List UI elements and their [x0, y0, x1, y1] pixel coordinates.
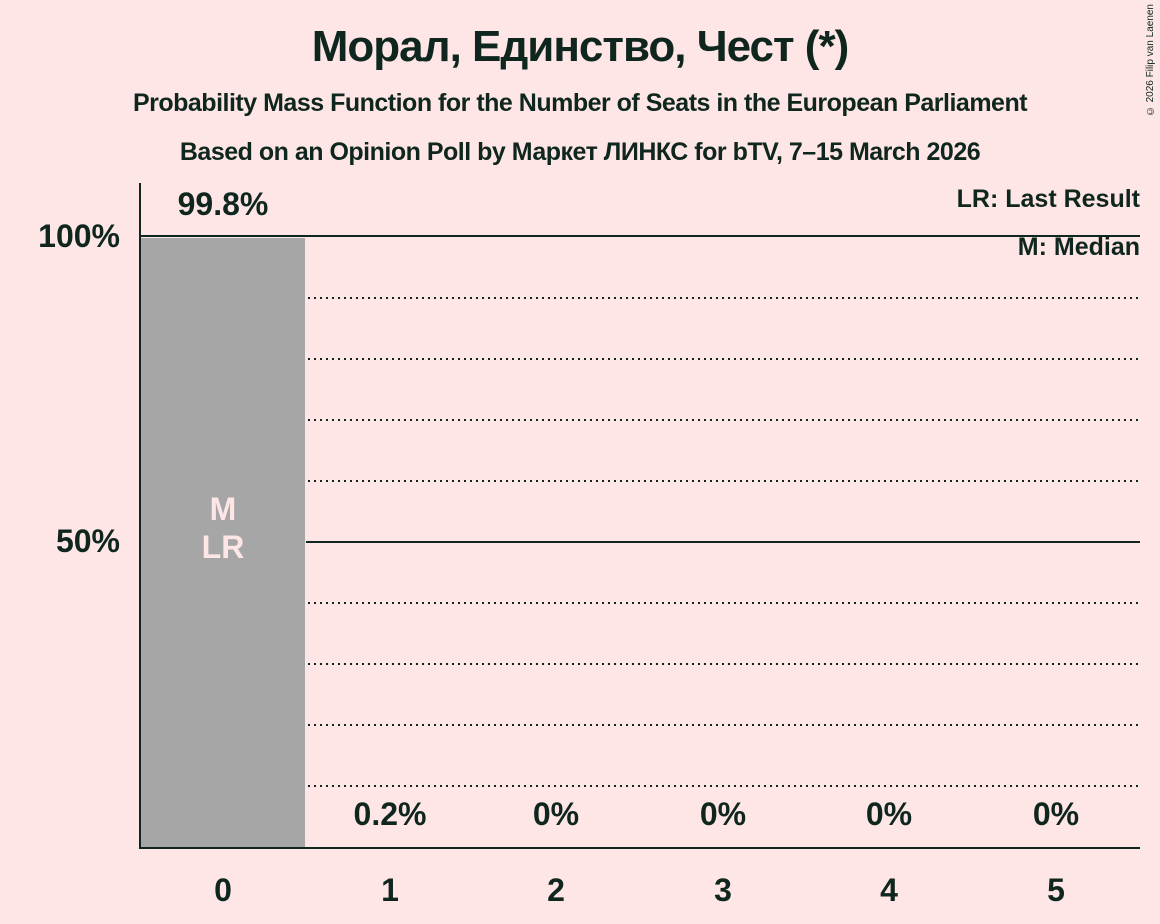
- solid-gridlines: [140, 235, 1140, 543]
- y-tick-100: 100%: [38, 218, 120, 254]
- bar-label-1: 0.2%: [353, 796, 427, 832]
- median-marker: M: [209, 491, 237, 527]
- x-tick-5: 5: [1047, 872, 1065, 908]
- x-tick-3: 3: [714, 872, 732, 908]
- bar-label-5: 0%: [1032, 796, 1080, 832]
- bar-label-0: 99.8%: [177, 186, 269, 222]
- last-result-marker: LR: [201, 529, 245, 565]
- x-tick-4: 4: [880, 872, 898, 908]
- x-tick-0: 0: [214, 872, 232, 908]
- bar-label-4: 0%: [865, 796, 913, 832]
- legend-last-result: LR: Last Result: [956, 185, 1140, 213]
- bar-label-3: 0%: [699, 796, 747, 832]
- y-tick-50: 50%: [55, 523, 120, 559]
- chart-source: Based on an Opinion Poll by Маркет ЛИНКС…: [179, 138, 981, 166]
- bar-0: [141, 238, 305, 848]
- chart-title: Морал, Единство, Чест (*): [311, 22, 849, 71]
- dotted-gridlines: [308, 297, 1140, 787]
- x-tick-2: 2: [547, 872, 565, 908]
- bar-label-2: 0%: [532, 796, 580, 832]
- x-tick-1: 1: [381, 872, 399, 908]
- chart-subtitle: Probability Mass Function for the Number…: [132, 89, 1028, 117]
- legend-median: M: Median: [1017, 233, 1140, 261]
